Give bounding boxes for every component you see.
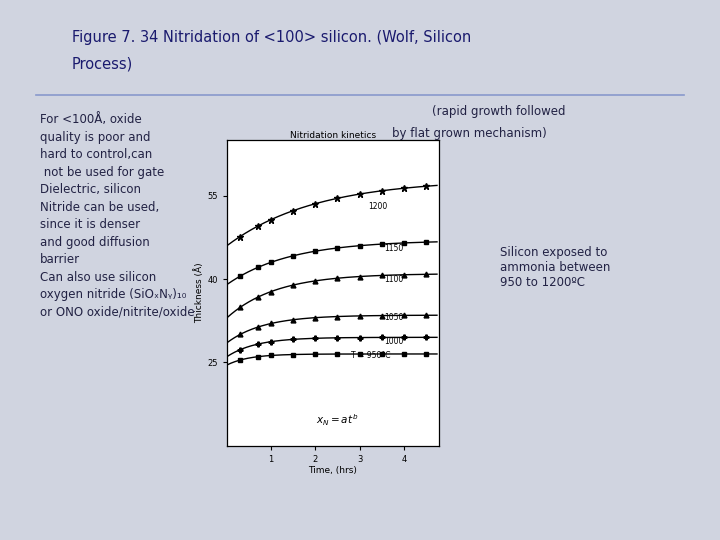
- Text: by flat grown mechanism): by flat grown mechanism): [392, 127, 547, 140]
- Text: Process): Process): [72, 57, 133, 72]
- Text: 1200: 1200: [369, 202, 387, 212]
- Text: (rapid growth followed: (rapid growth followed: [432, 105, 565, 118]
- Text: For <100Å, oxide
quality is poor and
hard to control,can
 not be used for gate
D: For <100Å, oxide quality is poor and har…: [40, 113, 194, 319]
- Y-axis label: Thickness (Å): Thickness (Å): [194, 262, 204, 323]
- Text: $x_N = at^b$: $x_N = at^b$: [316, 413, 359, 428]
- Text: 1150: 1150: [384, 244, 403, 253]
- X-axis label: Time, (hrs): Time, (hrs): [309, 467, 357, 475]
- Text: Silicon exposed to
ammonia between
950 to 1200ºC: Silicon exposed to ammonia between 950 t…: [500, 246, 611, 289]
- Title: Nitridation kinetics: Nitridation kinetics: [290, 131, 376, 140]
- Text: Figure 7. 34 Nitridation of <100> silicon. (Wolf, Silicon: Figure 7. 34 Nitridation of <100> silico…: [72, 30, 472, 45]
- Text: T = 950°C: T = 950°C: [351, 351, 390, 360]
- Text: 1000: 1000: [384, 338, 403, 346]
- Text: 1100: 1100: [384, 274, 403, 284]
- Text: 1050: 1050: [384, 313, 403, 322]
